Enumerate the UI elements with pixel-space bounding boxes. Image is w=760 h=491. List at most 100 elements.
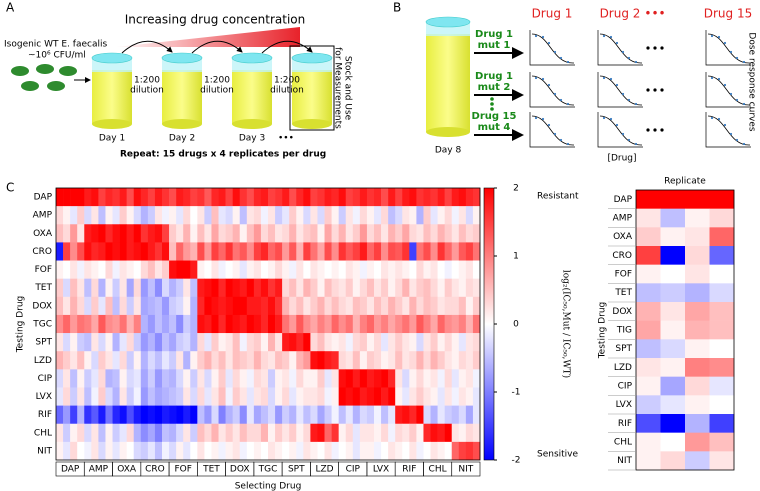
row-label: DOX — [32, 301, 52, 311]
heatmap-cell — [359, 278, 368, 298]
dose-point — [541, 77, 545, 81]
heatmap-cell — [105, 314, 113, 334]
heatmap-cell — [381, 224, 389, 243]
column-group-label: FOF — [174, 465, 191, 475]
heatmap-cell — [636, 395, 661, 415]
heatmap-cell — [402, 188, 410, 207]
heatmap-cell — [268, 387, 276, 406]
heatmap-cell — [98, 278, 106, 298]
dose-point — [559, 98, 563, 102]
heatmap-cell — [444, 405, 453, 425]
heatmap-cell — [709, 283, 735, 303]
heatmap-cell — [374, 441, 382, 461]
heatmap-cell — [246, 224, 255, 243]
heatmap-cell — [140, 260, 149, 279]
heatmap-cell — [416, 387, 424, 406]
heatmap-cell — [402, 278, 410, 298]
heatmap-cell — [402, 441, 410, 461]
dilution-label: dilution — [130, 86, 164, 96]
row-ellipsis — [646, 46, 650, 50]
heatmap-cell — [374, 206, 382, 225]
heatmap-cell — [303, 423, 311, 443]
dilution-label: dilution — [270, 86, 304, 96]
dose-point — [742, 102, 746, 106]
heatmap-cell — [268, 314, 276, 334]
heatmap-cell — [253, 188, 262, 207]
heatmap-cell — [388, 278, 396, 298]
heatmap-cell — [126, 314, 135, 334]
heatmap-cell — [324, 333, 332, 352]
drug-header: ••• — [644, 7, 665, 21]
heatmap-cell — [374, 314, 382, 334]
annotation: Resistant — [537, 192, 579, 202]
heatmap-cell — [63, 333, 71, 352]
heatmap-cell — [636, 208, 661, 228]
heatmap-cell — [246, 278, 255, 298]
heatmap-cell — [133, 188, 142, 207]
heatmap-cell — [685, 395, 710, 415]
drug-header: Drug 2 — [600, 7, 641, 21]
heatmap-cell — [331, 387, 339, 406]
heatmap-cell — [296, 387, 304, 406]
heatmap-cell — [338, 369, 347, 388]
heatmap-cell — [282, 441, 290, 461]
heatmap-cell — [395, 206, 403, 225]
heatmap-cell — [317, 387, 325, 406]
heatmap-cell — [183, 188, 191, 207]
heatmap-cell — [338, 260, 347, 279]
heatmap-cell — [366, 441, 375, 461]
heatmap-cell — [402, 242, 410, 261]
heatmap-cell — [56, 242, 64, 261]
heatmap-cell — [409, 242, 417, 261]
heatmap-cell — [218, 242, 226, 261]
heatmap-cell — [458, 242, 467, 261]
heatmap-cell — [218, 260, 226, 279]
heatmap-cell — [345, 351, 354, 370]
heatmap-cell — [685, 246, 710, 265]
heatmap-cell — [451, 441, 460, 461]
heatmap-cell — [204, 242, 212, 261]
heatmap-cell — [147, 369, 156, 388]
heatmap-cell — [204, 441, 212, 461]
heatmap-cell — [154, 242, 163, 261]
heatmap-cell — [709, 320, 735, 340]
heatmap-cell — [310, 423, 318, 443]
heatmap-cell — [310, 278, 318, 298]
heatmap-cell — [388, 423, 396, 443]
dose-point — [634, 60, 638, 64]
heatmap-cell — [388, 387, 396, 406]
heatmap-cell — [381, 296, 389, 316]
heatmap-cell — [416, 333, 424, 352]
heatmap-cell — [359, 351, 368, 370]
heatmap-cell — [105, 369, 113, 388]
heatmap-cell — [409, 333, 417, 352]
heatmap-cell — [239, 441, 248, 461]
plot-axes — [705, 112, 751, 148]
heatmap-cell — [98, 188, 106, 207]
heatmap-cell — [204, 351, 212, 370]
row-label: NIT — [617, 456, 632, 466]
heatmap-cell — [444, 333, 453, 352]
dose-point — [602, 76, 606, 80]
row-ellipsis — [660, 128, 664, 132]
heatmap-cell — [303, 224, 311, 243]
heatmap-cell — [84, 405, 92, 425]
heatmap-cell — [345, 314, 354, 334]
heatmap-cell — [197, 224, 205, 243]
heatmap-cell — [225, 188, 233, 207]
heatmap-cell — [451, 260, 460, 279]
heatmap-cell — [359, 405, 368, 425]
heatmap-cell — [409, 423, 417, 443]
heatmap-cell — [451, 296, 460, 316]
y-axis-label: Testing Drug — [598, 302, 608, 360]
heatmap-cell — [253, 260, 262, 279]
column-group-label: RIF — [402, 465, 416, 475]
heatmap-cell — [218, 369, 226, 388]
heatmap-cell — [303, 314, 311, 334]
heatmap-cell — [133, 206, 142, 225]
heatmap-cell — [84, 314, 92, 334]
heatmap-cell — [444, 351, 453, 370]
column-group-label: CHL — [429, 465, 447, 475]
heatmap-cell — [140, 441, 149, 461]
heatmap-cell — [140, 296, 149, 316]
